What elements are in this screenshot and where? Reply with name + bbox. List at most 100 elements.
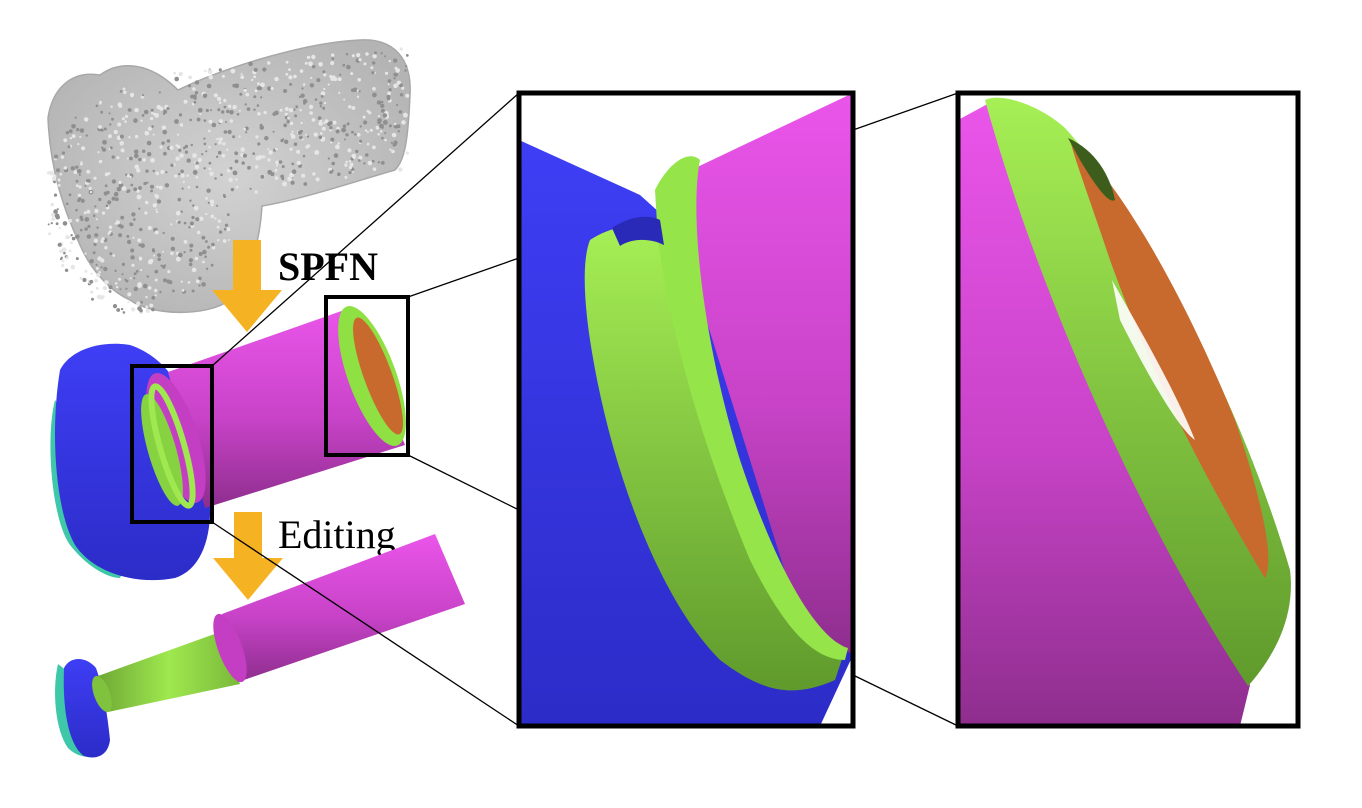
point	[290, 180, 295, 185]
point	[169, 145, 174, 150]
point	[203, 167, 206, 170]
point	[177, 197, 182, 202]
point	[86, 169, 91, 174]
point	[253, 75, 257, 79]
point	[207, 245, 211, 249]
point	[150, 117, 154, 121]
point	[352, 156, 356, 160]
point	[79, 128, 85, 133]
point	[309, 104, 314, 109]
point	[275, 147, 278, 151]
zoom2-ring	[985, 97, 1291, 686]
point	[178, 148, 182, 152]
point	[162, 278, 168, 283]
point	[235, 185, 239, 189]
point	[115, 285, 119, 289]
point	[54, 213, 60, 219]
point	[359, 139, 363, 143]
point	[380, 52, 383, 55]
point	[174, 76, 179, 82]
point	[304, 61, 308, 65]
point	[183, 221, 187, 225]
point	[343, 98, 346, 101]
point	[363, 62, 367, 66]
point	[362, 115, 366, 119]
point	[210, 109, 212, 112]
point	[235, 178, 238, 181]
point	[131, 263, 135, 267]
point	[104, 246, 108, 250]
point	[150, 108, 154, 112]
point	[59, 257, 63, 261]
point	[288, 68, 291, 71]
point	[232, 104, 237, 110]
point	[95, 104, 99, 108]
point	[330, 137, 335, 142]
point	[63, 166, 67, 170]
connector-right-top-a	[407, 257, 520, 298]
point	[335, 129, 340, 134]
point	[198, 276, 202, 281]
point	[78, 197, 82, 201]
point	[86, 234, 92, 239]
point	[298, 95, 301, 98]
point	[144, 200, 149, 205]
point	[199, 112, 202, 116]
point	[210, 263, 214, 267]
point	[195, 217, 200, 222]
point	[232, 170, 238, 176]
point	[380, 100, 384, 104]
point	[205, 240, 208, 243]
point	[216, 204, 219, 207]
point	[142, 149, 146, 153]
point	[53, 180, 56, 184]
point	[50, 202, 54, 207]
point	[218, 140, 222, 145]
point	[397, 130, 400, 133]
point	[118, 277, 121, 281]
point	[201, 235, 206, 240]
point	[199, 216, 204, 221]
point	[126, 234, 130, 238]
point	[267, 61, 271, 65]
point	[262, 67, 267, 72]
point	[405, 65, 408, 68]
point	[388, 124, 392, 128]
point	[111, 155, 115, 159]
point	[348, 165, 353, 170]
point	[50, 212, 56, 218]
point	[108, 112, 111, 115]
point	[147, 286, 152, 290]
point	[152, 133, 155, 136]
point	[146, 181, 149, 184]
point	[342, 124, 347, 128]
point	[87, 224, 91, 228]
point	[194, 256, 199, 261]
point	[218, 230, 223, 234]
point	[196, 117, 201, 122]
point	[59, 249, 64, 254]
connector-right-bottom-a	[407, 454, 520, 511]
point	[372, 87, 376, 91]
point	[189, 248, 193, 252]
point	[264, 136, 269, 141]
point	[144, 211, 148, 215]
point	[389, 148, 392, 151]
point	[319, 132, 323, 135]
point	[287, 176, 292, 182]
point	[213, 93, 218, 98]
point	[190, 143, 193, 147]
point	[175, 210, 181, 216]
point	[309, 111, 313, 115]
point	[346, 64, 351, 70]
point	[390, 141, 393, 144]
point	[116, 308, 121, 312]
point	[178, 113, 183, 117]
zoom-panel-right	[955, 90, 1301, 729]
point	[259, 125, 265, 130]
point	[293, 142, 298, 146]
point	[255, 135, 259, 139]
point-cloud-dots	[47, 47, 410, 314]
point	[382, 113, 388, 118]
point	[112, 254, 116, 257]
